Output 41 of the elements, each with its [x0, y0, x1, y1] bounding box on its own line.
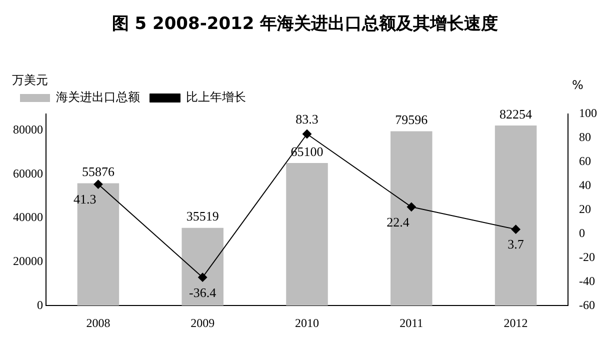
- y2-tick-label: 20: [579, 202, 591, 216]
- y2-tick-label: 60: [579, 154, 591, 168]
- data-label: 79596: [395, 112, 428, 128]
- point: [406, 202, 416, 212]
- y-tick-label: 20000: [13, 254, 43, 268]
- chart-title: 图 5 2008-2012 年海关进出口总额及其增长速度: [110, 13, 500, 35]
- point: [511, 224, 520, 234]
- y2-tick-label: 100: [579, 106, 597, 120]
- data-label: 83.3: [296, 111, 318, 126]
- data-label: 22.4: [386, 214, 410, 230]
- data-label: 41.3: [73, 192, 96, 207]
- x-tick-label: 2012: [504, 316, 528, 330]
- y-tick-label: 40000: [13, 210, 43, 224]
- y2-tick-label: -40: [579, 274, 595, 288]
- x-tick-label: 2009: [190, 316, 215, 330]
- data-label: 35519: [186, 208, 219, 224]
- y2-tick-label: 80: [579, 130, 591, 144]
- y-tick-label: 60000: [13, 166, 43, 180]
- point: [94, 180, 103, 189]
- data-label: 3.7: [508, 236, 524, 252]
- x-tick-label: 2011: [400, 316, 424, 330]
- y-axis-title: 万美元: [12, 72, 48, 89]
- legend-label: 海关进出口总额: [56, 90, 140, 104]
- point: [198, 272, 208, 282]
- x-tick-label: 2008: [86, 316, 110, 330]
- point: [302, 130, 312, 138]
- data-label: 82254: [500, 106, 533, 122]
- x-tick-label: 2010: [295, 316, 319, 330]
- y2-tick-label: -60: [579, 298, 595, 312]
- y-tick-label: 80000: [13, 122, 43, 137]
- bar: [182, 228, 224, 306]
- y2-axis-title: %: [572, 78, 584, 92]
- y2-tick-label: 0: [579, 226, 585, 240]
- y2-tick-label: -20: [579, 250, 595, 264]
- y-tick-label: 0: [37, 298, 43, 312]
- bar: [286, 163, 328, 306]
- bar: [494, 125, 537, 306]
- data-label: 55876: [82, 164, 115, 180]
- y2-tick-label: 40: [579, 178, 591, 192]
- legend-label: 比上年增长: [186, 90, 246, 104]
- data-label: -36.4: [189, 284, 217, 300]
